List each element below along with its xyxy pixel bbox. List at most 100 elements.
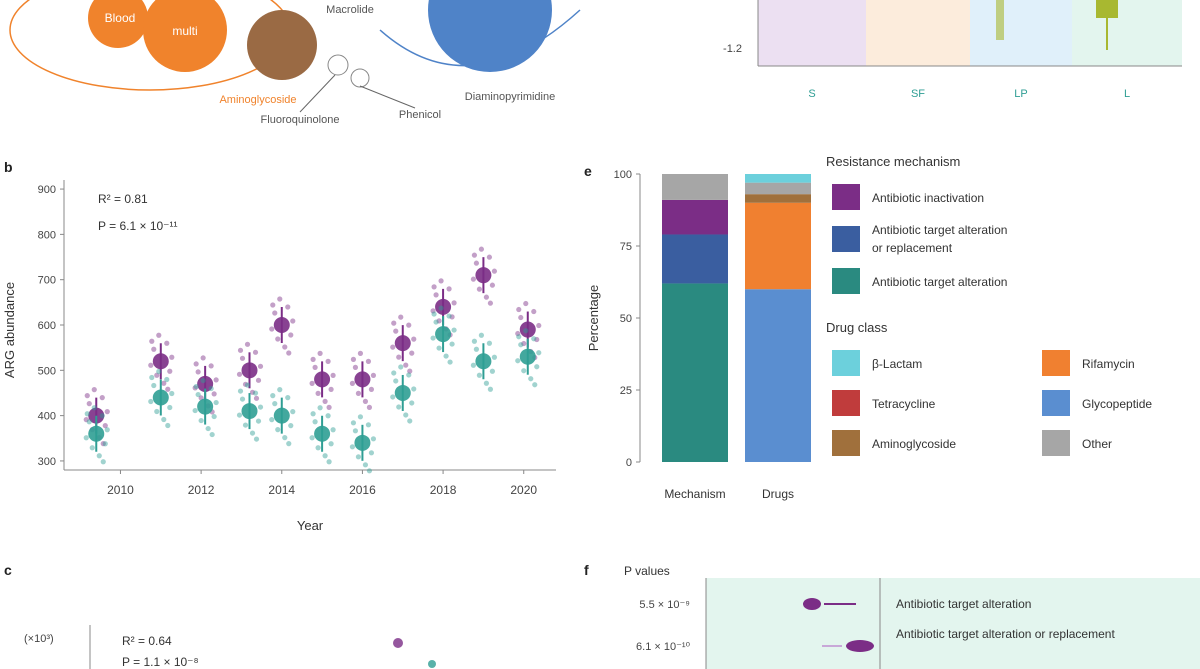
b-point-jitter xyxy=(330,372,336,378)
b-point-jitter xyxy=(86,401,92,407)
b-point-jitter xyxy=(393,328,399,334)
b-point-jitter xyxy=(476,286,483,292)
b-point-jitter xyxy=(370,372,377,378)
panel-c: c (×10³) R² = 0.64 P = 1.1 × 10⁻⁸ xyxy=(4,562,436,669)
b-point-jitter xyxy=(352,428,359,434)
b-point-jitter xyxy=(91,405,97,411)
f-row-1-p: 5.5 × 10⁻⁹ xyxy=(639,599,690,611)
panel-f: f P values 5.5 × 10⁻⁹ 6.1 × 10⁻¹⁰ Antibi… xyxy=(584,562,1200,669)
b-point-jitter xyxy=(272,310,278,316)
b-x-tick-label: 2018 xyxy=(430,483,457,497)
b-point-jitter xyxy=(195,391,201,398)
e-category-label: Drugs xyxy=(762,487,794,501)
olive-box xyxy=(1096,0,1118,18)
b-point-jitter xyxy=(83,417,89,423)
bubble-label-diaminopyrimidine: Diaminopyrimidine xyxy=(465,91,555,103)
b-point-jitter xyxy=(436,318,442,324)
c-point-teal xyxy=(428,660,436,668)
b-point-jitter xyxy=(211,413,217,420)
top-right-y-tick: -1.2 xyxy=(723,43,742,55)
e-bar-segment xyxy=(745,289,811,462)
e-legend-label: β-Lactam xyxy=(872,357,922,371)
top-right-x-ticks: S SF LP L xyxy=(808,88,1130,100)
b-point-jitter xyxy=(365,358,372,364)
b-point-jitter xyxy=(211,391,217,397)
b-point-jitter xyxy=(349,380,356,386)
f-panel-bg xyxy=(706,578,1200,669)
b-point-jitter xyxy=(409,350,415,356)
b-point-jitter xyxy=(192,385,198,391)
b-y-tick-label: 400 xyxy=(38,411,56,423)
b-point-jitter xyxy=(239,355,246,361)
b-mean-point xyxy=(394,335,411,352)
b-point-jitter xyxy=(516,306,522,313)
b-point-jitter xyxy=(244,382,251,388)
top-right-x-tick: S xyxy=(808,88,815,100)
b-point-jitter xyxy=(518,342,524,348)
b-point-jitter xyxy=(156,332,162,338)
panel-bg-lightblue xyxy=(970,0,1072,66)
b-y-tick-label: 800 xyxy=(38,229,56,241)
b-point-jitter xyxy=(104,409,110,415)
b-point-jitter xyxy=(277,296,283,302)
b-point-jitter xyxy=(83,435,89,441)
bubble-multi xyxy=(143,0,227,72)
b-point-jitter xyxy=(200,377,206,384)
b-point-jitter xyxy=(536,350,542,356)
b-point-jitter xyxy=(290,318,296,324)
b-point-jitter xyxy=(362,398,369,404)
b-point-jitter xyxy=(165,386,171,392)
b-point-jitter xyxy=(328,386,334,392)
b-point-jitter xyxy=(205,425,211,432)
b-x-tick-label: 2010 xyxy=(107,483,134,497)
b-point-jitter xyxy=(269,417,275,423)
b-point-jitter xyxy=(438,278,444,284)
b-point-jitter xyxy=(285,304,291,310)
b-point-jitter xyxy=(523,328,529,334)
panel-letter-b: b xyxy=(4,159,13,175)
b-point-jitter xyxy=(366,404,373,410)
b-point-jitter xyxy=(438,305,444,311)
b-point-jitter xyxy=(167,368,173,374)
panel-e: e 0 25 50 75 100 Mechanism Drugs Percentage R… xyxy=(584,154,1152,501)
b-mean-point xyxy=(475,353,492,370)
b-point-jitter xyxy=(436,345,442,351)
b-point-jitter xyxy=(242,422,249,428)
b-point-jitter xyxy=(446,313,452,319)
e-legend-title-mechanism: Resistance mechanism xyxy=(826,154,960,169)
b-point-jitter xyxy=(249,389,256,395)
e-legend-swatch xyxy=(832,430,860,456)
b-y-tick-label: 500 xyxy=(38,365,56,377)
b-point-jitter xyxy=(531,336,537,342)
panel-bg-purple xyxy=(758,0,866,66)
b-point-jitter xyxy=(396,354,402,360)
f-title: P values xyxy=(624,564,670,578)
bubble-panel: Blood multi Aminoglycoside Fluoroquinolo… xyxy=(9,0,581,126)
b-point-jitter xyxy=(355,454,362,460)
b-point-jitter xyxy=(471,338,478,344)
e-legend-swatch xyxy=(832,184,860,210)
b-point-jitter xyxy=(208,363,214,369)
e-axes: 0 25 50 75 100 xyxy=(614,169,641,469)
b-point-jitter xyxy=(411,336,417,342)
b-point-jitter xyxy=(491,268,498,274)
b-point-jitter xyxy=(102,423,108,429)
b-point-jitter xyxy=(534,364,540,370)
b-point-jitter xyxy=(487,300,494,306)
b-point-jitter xyxy=(349,444,356,450)
b-mean-point xyxy=(197,375,214,392)
b-point-jitter xyxy=(443,353,449,359)
b-point-jitter xyxy=(164,376,170,383)
b-point-jitter xyxy=(368,450,375,456)
b-y-tick-label: 900 xyxy=(38,184,56,196)
e-legend-title-drug: Drug class xyxy=(826,320,888,335)
c-annotation-r2: R² = 0.64 xyxy=(122,634,172,648)
e-legend-swatch xyxy=(832,350,860,376)
b-point-jitter xyxy=(521,340,527,347)
b-point-jitter xyxy=(192,407,198,414)
b-point-jitter xyxy=(325,413,331,419)
top-right-x-tick: LP xyxy=(1014,88,1027,100)
b-point-jitter xyxy=(277,387,283,393)
f-row-2-label: Antibiotic target alteration or replacem… xyxy=(896,627,1115,641)
b-point-jitter xyxy=(446,286,452,292)
